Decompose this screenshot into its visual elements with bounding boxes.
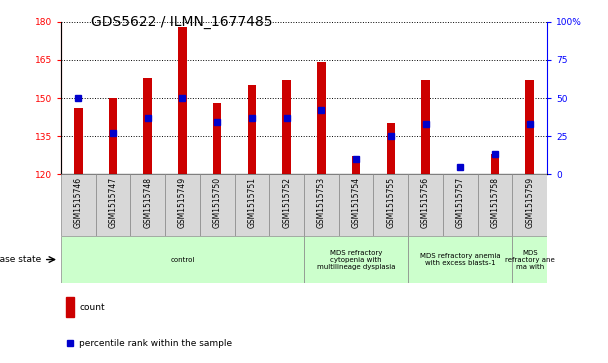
Bar [513, 236, 547, 283]
Text: count: count [79, 303, 105, 311]
Text: GSM1515754: GSM1515754 [351, 177, 361, 228]
Bar [408, 174, 443, 236]
Bar [282, 80, 291, 174]
Text: MDS refractory anemia
with excess blasts-1: MDS refractory anemia with excess blasts… [420, 253, 500, 266]
Bar [478, 174, 513, 236]
Bar [304, 236, 408, 283]
Text: GSM1515753: GSM1515753 [317, 177, 326, 228]
Bar [408, 236, 513, 283]
Text: GSM1515759: GSM1515759 [525, 177, 534, 228]
Bar [213, 103, 221, 174]
Bar [421, 80, 430, 174]
Text: control: control [170, 257, 195, 262]
Text: GSM1515757: GSM1515757 [456, 177, 465, 228]
Text: GSM1515758: GSM1515758 [491, 177, 500, 228]
Bar [491, 154, 499, 174]
Bar [95, 174, 130, 236]
Bar [247, 85, 256, 174]
Bar [143, 78, 152, 174]
Bar [165, 174, 200, 236]
Bar [387, 123, 395, 174]
Text: GSM1515750: GSM1515750 [213, 177, 222, 228]
Bar [235, 174, 269, 236]
Bar [339, 174, 373, 236]
Bar [269, 174, 304, 236]
Bar [61, 236, 304, 283]
Bar [525, 80, 534, 174]
Text: GSM1515751: GSM1515751 [247, 177, 257, 228]
Bar [130, 174, 165, 236]
Bar [61, 174, 95, 236]
Bar [317, 62, 326, 174]
Bar [352, 156, 361, 174]
Text: GDS5622 / ILMN_1677485: GDS5622 / ILMN_1677485 [91, 15, 273, 29]
Bar [443, 174, 478, 236]
Bar [109, 98, 117, 174]
Text: percentile rank within the sample: percentile rank within the sample [79, 339, 232, 347]
Text: GSM1515755: GSM1515755 [386, 177, 395, 228]
Bar [66, 297, 74, 317]
Text: MDS refractory
cytopenia with
multilineage dysplasia: MDS refractory cytopenia with multilinea… [317, 249, 395, 270]
Bar [513, 174, 547, 236]
Bar [178, 27, 187, 174]
Text: GSM1515756: GSM1515756 [421, 177, 430, 228]
Bar [304, 174, 339, 236]
Bar [74, 108, 83, 174]
Text: GSM1515746: GSM1515746 [74, 177, 83, 228]
Text: GSM1515752: GSM1515752 [282, 177, 291, 228]
Text: disease state: disease state [0, 255, 41, 264]
Text: GSM1515747: GSM1515747 [108, 177, 117, 228]
Bar [200, 174, 235, 236]
Text: GSM1515749: GSM1515749 [178, 177, 187, 228]
Text: GSM1515748: GSM1515748 [143, 177, 152, 228]
Bar [373, 174, 408, 236]
Text: MDS
refractory ane
ma with: MDS refractory ane ma with [505, 249, 554, 270]
